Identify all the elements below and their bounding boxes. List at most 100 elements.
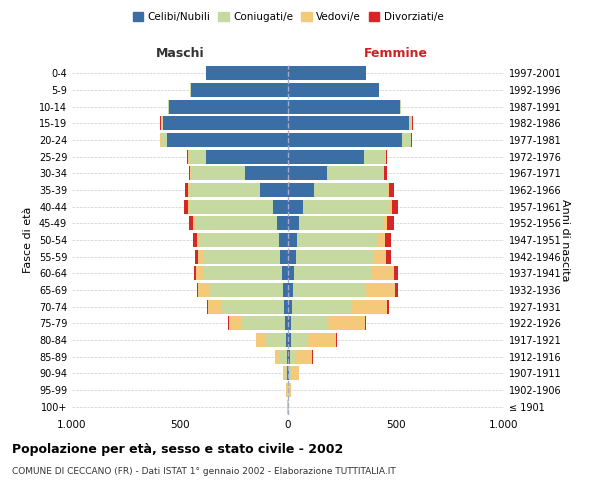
Bar xyxy=(281,266,288,280)
Bar xyxy=(229,316,242,330)
Bar xyxy=(290,350,295,364)
Bar xyxy=(208,300,221,314)
Bar xyxy=(184,200,188,214)
Bar xyxy=(206,66,288,80)
Bar xyxy=(169,100,288,114)
Bar xyxy=(280,250,288,264)
Bar xyxy=(245,166,288,180)
Bar xyxy=(288,133,403,147)
Bar xyxy=(288,83,379,97)
Bar xyxy=(288,116,409,130)
Bar xyxy=(185,183,188,197)
Bar xyxy=(197,283,199,297)
Bar xyxy=(384,166,387,180)
Bar xyxy=(280,233,288,247)
Bar xyxy=(288,250,296,264)
Bar xyxy=(314,183,388,197)
Bar xyxy=(400,100,401,114)
Bar xyxy=(386,150,387,164)
Bar xyxy=(197,233,199,247)
Bar xyxy=(395,283,398,297)
Bar xyxy=(296,233,377,247)
Bar xyxy=(288,333,290,347)
Bar xyxy=(350,300,388,314)
Text: COMUNE DI CECCANO (FR) - Dati ISTAT 1° gennaio 2002 - Elaborazione TUTTITALIA.IT: COMUNE DI CECCANO (FR) - Dati ISTAT 1° g… xyxy=(12,468,396,476)
Bar xyxy=(199,283,209,297)
Bar xyxy=(394,266,398,280)
Bar xyxy=(167,133,288,147)
Bar xyxy=(386,250,391,264)
Bar xyxy=(288,216,299,230)
Bar xyxy=(163,116,288,130)
Text: Popolazione per età, sesso e stato civile - 2002: Popolazione per età, sesso e stato civil… xyxy=(12,442,343,456)
Bar xyxy=(288,183,314,197)
Bar xyxy=(161,133,167,147)
Bar xyxy=(284,300,288,314)
Bar xyxy=(308,333,336,347)
Bar xyxy=(288,316,291,330)
Legend: Celibi/Nubili, Coniugati/e, Vedovi/e, Divorziati/e: Celibi/Nubili, Coniugati/e, Vedovi/e, Di… xyxy=(128,8,448,26)
Bar xyxy=(275,350,280,364)
Bar xyxy=(293,283,365,297)
Bar xyxy=(288,366,289,380)
Bar xyxy=(295,266,372,280)
Bar xyxy=(280,350,287,364)
Bar xyxy=(242,316,285,330)
Bar xyxy=(283,366,285,380)
Bar xyxy=(392,200,398,214)
Bar xyxy=(291,366,299,380)
Bar xyxy=(290,333,308,347)
Bar xyxy=(383,216,388,230)
Bar xyxy=(377,233,385,247)
Bar xyxy=(385,233,391,247)
Bar xyxy=(193,216,195,230)
Bar xyxy=(285,366,287,380)
Bar xyxy=(256,333,266,347)
Y-axis label: Anni di nascita: Anni di nascita xyxy=(560,198,570,281)
Bar xyxy=(193,233,197,247)
Bar xyxy=(291,316,328,330)
Bar xyxy=(203,250,280,264)
Bar xyxy=(266,333,286,347)
Bar xyxy=(285,316,288,330)
Bar xyxy=(328,316,365,330)
Bar xyxy=(188,200,273,214)
Bar xyxy=(196,266,204,280)
Bar xyxy=(388,216,394,230)
Bar xyxy=(336,333,337,347)
Bar xyxy=(287,350,288,364)
Bar xyxy=(196,250,199,264)
Bar xyxy=(389,200,392,214)
Bar xyxy=(296,250,373,264)
Bar xyxy=(161,116,163,130)
Bar xyxy=(288,166,327,180)
Bar xyxy=(206,150,288,164)
Bar xyxy=(409,116,412,130)
Bar xyxy=(289,383,290,397)
Bar xyxy=(207,300,208,314)
Bar xyxy=(273,200,288,214)
Bar xyxy=(288,300,292,314)
Bar xyxy=(187,150,188,164)
Bar xyxy=(288,150,364,164)
Bar xyxy=(289,366,291,380)
Bar xyxy=(403,133,411,147)
Bar xyxy=(288,283,293,297)
Bar xyxy=(221,300,284,314)
Bar xyxy=(303,200,389,214)
Bar xyxy=(372,266,394,280)
Bar xyxy=(288,66,366,80)
Bar xyxy=(327,166,383,180)
Bar xyxy=(288,233,296,247)
Bar xyxy=(365,316,366,330)
Bar xyxy=(295,350,313,364)
Bar xyxy=(288,200,303,214)
Bar xyxy=(288,100,400,114)
Bar xyxy=(283,283,288,297)
Bar xyxy=(204,266,281,280)
Bar xyxy=(260,183,288,197)
Bar xyxy=(287,366,288,380)
Bar xyxy=(365,283,395,297)
Bar xyxy=(389,183,394,197)
Bar xyxy=(299,216,383,230)
